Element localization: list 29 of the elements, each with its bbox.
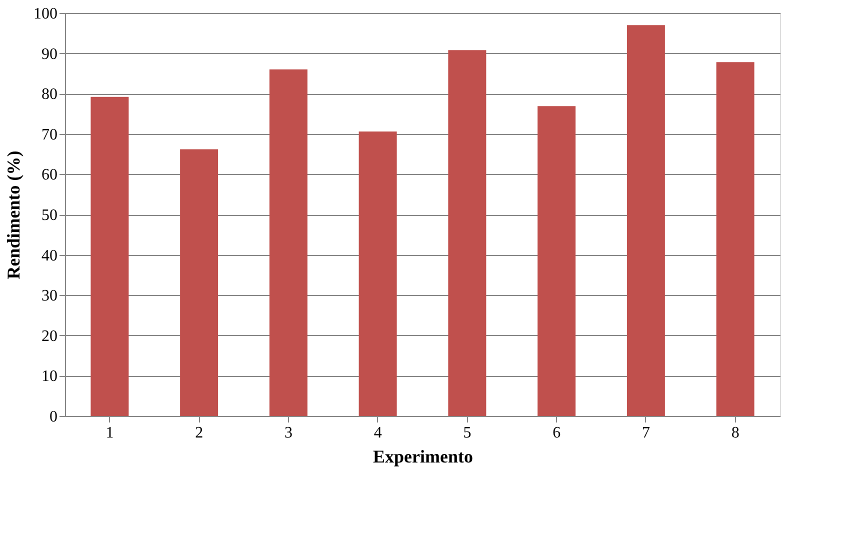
y-tick-label: 80: [42, 86, 58, 104]
x-tick-label: 1: [106, 424, 114, 442]
y-axis-title: Rendimento (%): [4, 150, 24, 280]
y-tick-label: 30: [42, 288, 58, 305]
x-tick-label: 4: [374, 424, 382, 442]
y-tick-label: 40: [42, 247, 58, 264]
bar: [180, 149, 218, 416]
x-tick-label: 6: [552, 424, 561, 442]
y-tick-label: 10: [42, 368, 58, 386]
bar: [716, 62, 754, 416]
y-tick-label: 70: [42, 126, 58, 144]
bar: [448, 50, 486, 416]
x-axis-title: Experimento: [373, 446, 473, 466]
x-tick-label: 2: [195, 424, 204, 442]
y-tick-label: 20: [42, 328, 58, 345]
x-tick-label: 3: [284, 424, 292, 442]
y-tick-label: 100: [34, 6, 58, 22]
x-tick-label: 7: [642, 424, 650, 442]
y-tick-label: 0: [50, 408, 58, 426]
x-tick-label: 8: [731, 424, 740, 442]
bar: [269, 69, 308, 416]
x-tick-label: 5: [463, 424, 472, 442]
bar: [538, 106, 576, 416]
y-tick-label: 60: [42, 166, 58, 184]
y-tick-label: 90: [42, 46, 58, 63]
bar: [358, 131, 397, 416]
bar: [626, 25, 665, 416]
bar: [90, 96, 129, 416]
y-tick-label: 50: [42, 207, 58, 224]
